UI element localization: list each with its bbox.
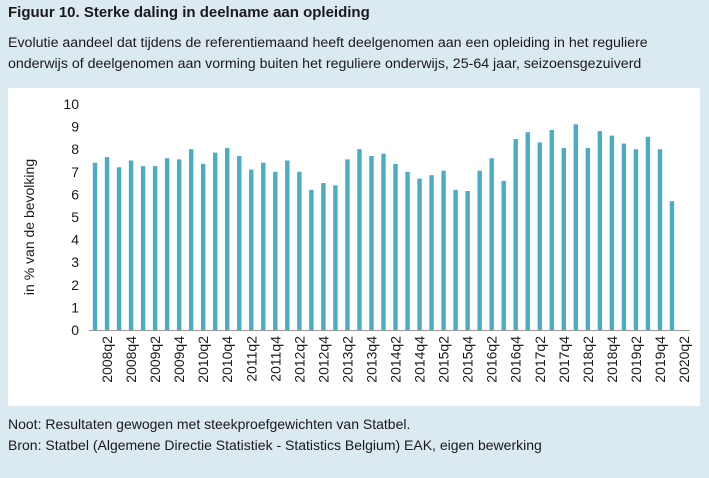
chart-title: Figuur 10. Sterke daling in deelname aan…	[8, 4, 370, 21]
bar	[152, 166, 158, 330]
bar	[633, 149, 639, 330]
bar	[489, 158, 494, 330]
y-tick-label: 7	[71, 164, 79, 180]
bar	[297, 171, 302, 330]
bar	[225, 148, 230, 330]
bar	[345, 159, 350, 330]
x-tick-label: 2008q4	[123, 336, 139, 383]
bar	[513, 139, 518, 330]
y-tick-label: 4	[71, 232, 79, 248]
bar	[128, 160, 134, 330]
bar	[357, 149, 362, 330]
x-tick-label: 2018q2	[580, 336, 596, 383]
bar	[176, 159, 182, 330]
x-tick-label: 2015q4	[460, 336, 476, 383]
bar	[501, 180, 506, 330]
bar	[621, 143, 627, 330]
bar	[609, 135, 615, 330]
x-tick-label: 2014q4	[412, 336, 428, 383]
y-tick-label: 3	[71, 254, 79, 270]
y-tick-label: 2	[71, 277, 79, 293]
bar	[561, 148, 566, 330]
bar-chart: 0 1 2 3 4 5 6 7 8 9 10 in % van de bevolking 2008q2 2…	[21, 96, 692, 383]
bar	[261, 162, 266, 330]
y-tick-label: 5	[71, 209, 79, 225]
x-tick-label: 2013q4	[363, 336, 379, 383]
bar	[393, 163, 398, 330]
x-tick-label: 2011q2	[243, 336, 259, 382]
bar	[381, 153, 386, 330]
x-tick-label: 2019q2	[628, 336, 644, 383]
x-tick-label: 2017q2	[532, 336, 548, 383]
x-tick-label: 2010q2	[195, 336, 211, 383]
bar	[309, 189, 314, 330]
bar	[465, 191, 470, 330]
bar	[285, 160, 290, 330]
y-axis-title: in % van de bevolking	[21, 159, 37, 295]
x-tick-label: 2016q4	[508, 336, 524, 383]
bar	[140, 166, 146, 330]
x-tick-label: 2010q4	[219, 336, 235, 383]
chart-panel: 0 1 2 3 4 5 6 7 8 9 10 in % van de bevolking 2008q2 2…	[8, 88, 700, 406]
x-tick-label: 2020q2	[676, 336, 692, 383]
note-text: Noot: Resultaten gewogen met steekproefg…	[8, 416, 411, 432]
x-tick-label: 2014q2	[388, 336, 404, 383]
bar	[549, 129, 554, 330]
bar	[441, 170, 446, 330]
x-tick-label: 2012q4	[315, 336, 331, 383]
x-tick-label: 2019q4	[652, 336, 668, 383]
bar	[213, 152, 218, 330]
bar	[657, 149, 663, 330]
bar	[369, 155, 374, 330]
bar	[333, 185, 338, 330]
chart-subtitle: Evolutie aandeel dat tijdens de referent…	[8, 35, 648, 72]
y-tick-label: 6	[71, 186, 79, 202]
bar	[585, 148, 591, 330]
bar	[429, 175, 434, 330]
y-tick-label: 1	[71, 299, 79, 315]
x-tick-label: 2015q2	[436, 336, 452, 383]
bar	[116, 167, 122, 330]
bar	[453, 189, 458, 330]
bar	[669, 201, 675, 330]
y-tick-label: 0	[71, 322, 79, 338]
x-tick-label: 2011q4	[267, 336, 283, 382]
bar	[237, 155, 242, 330]
bar	[405, 171, 410, 330]
bar	[321, 183, 326, 330]
x-tick-label: 2013q2	[339, 336, 355, 383]
bar	[92, 162, 98, 330]
y-tick-label: 10	[63, 96, 79, 112]
bar	[573, 124, 579, 330]
bar	[249, 169, 254, 330]
bar	[417, 178, 422, 330]
bar	[188, 149, 194, 330]
chart-notes: Noot: Resultaten gewogen met steekproefg…	[8, 414, 542, 456]
x-tick-label: 2009q4	[171, 336, 187, 383]
y-tick-label: 9	[71, 119, 79, 135]
x-tick-label: 2016q2	[484, 336, 500, 383]
bar	[645, 136, 651, 330]
bar	[164, 158, 170, 330]
bar	[200, 163, 206, 330]
x-tick-label: 2009q2	[147, 336, 163, 383]
y-tick-label: 8	[71, 141, 79, 157]
source-text: Bron: Statbel (Algemene Directie Statist…	[8, 437, 542, 453]
x-tick-label: 2018q4	[604, 336, 620, 383]
bar	[525, 132, 530, 330]
bar	[597, 131, 603, 330]
bar	[104, 157, 110, 330]
x-tick-label: 2008q2	[99, 336, 115, 383]
x-tick-label: 2012q2	[291, 336, 307, 383]
x-tick-label: 2017q4	[556, 336, 572, 383]
bar	[537, 142, 542, 330]
bar	[477, 170, 482, 330]
bar	[273, 171, 278, 330]
